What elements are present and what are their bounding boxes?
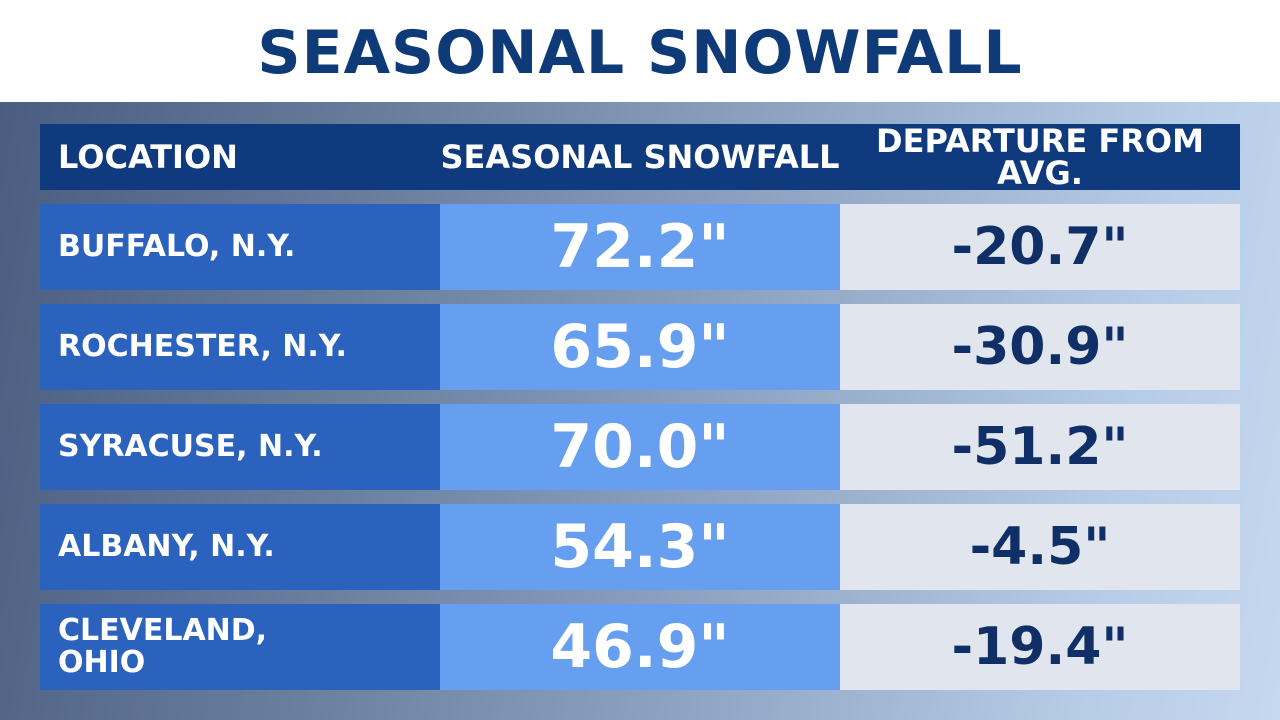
page-title: SEASONAL SNOWFALL	[257, 18, 1023, 88]
location-label: ALBANY, N.Y.	[58, 529, 275, 564]
table-row: ROCHESTER, N.Y. 65.9" -30.9"	[40, 304, 1240, 390]
location-label: CLEVELAND, OHIO	[58, 613, 268, 680]
table-row: BUFFALO, N.Y. 72.2" -20.7"	[40, 204, 1240, 290]
departure-cell: -20.7"	[840, 204, 1240, 290]
table-header: LOCATION SEASONAL SNOWFALL DEPARTURE FRO…	[40, 124, 1240, 190]
snowfall-cell: 46.9"	[440, 604, 840, 690]
table-row: CLEVELAND, OHIO 46.9" -19.4"	[40, 604, 1240, 690]
location-cell: ALBANY, N.Y.	[40, 504, 440, 590]
snowfall-cell: 72.2"	[440, 204, 840, 290]
location-label: BUFFALO, N.Y.	[58, 229, 296, 264]
snowfall-cell: 54.3"	[440, 504, 840, 590]
location-label: SYRACUSE, N.Y.	[58, 429, 323, 464]
departure-cell: -4.5"	[840, 504, 1240, 590]
header-seasonal-snowfall: SEASONAL SNOWFALL	[440, 138, 840, 176]
location-label: ROCHESTER, N.Y.	[58, 329, 347, 364]
departure-cell: -30.9"	[840, 304, 1240, 390]
title-bar: SEASONAL SNOWFALL	[0, 0, 1280, 102]
location-cell: SYRACUSE, N.Y.	[40, 404, 440, 490]
header-location: LOCATION	[58, 138, 238, 176]
location-cell: CLEVELAND, OHIO	[40, 604, 440, 690]
location-cell: BUFFALO, N.Y.	[40, 204, 440, 290]
departure-cell: -19.4"	[840, 604, 1240, 690]
snowfall-cell: 70.0"	[440, 404, 840, 490]
location-cell: ROCHESTER, N.Y.	[40, 304, 440, 390]
header-departure: DEPARTURE FROM AVG.	[876, 122, 1204, 192]
snowfall-cell: 65.9"	[440, 304, 840, 390]
departure-cell: -51.2"	[840, 404, 1240, 490]
table-row: SYRACUSE, N.Y. 70.0" -51.2"	[40, 404, 1240, 490]
table-row: ALBANY, N.Y. 54.3" -4.5"	[40, 504, 1240, 590]
